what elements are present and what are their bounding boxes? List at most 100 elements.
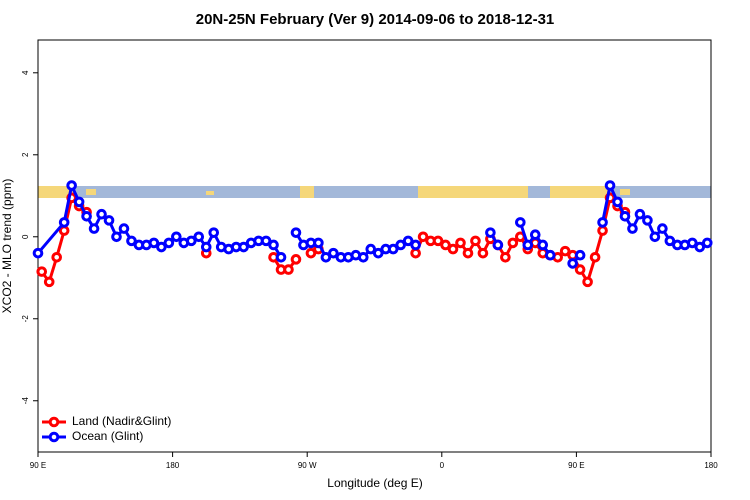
data-point <box>156 241 167 253</box>
data-point <box>58 225 70 236</box>
data-point <box>544 249 556 261</box>
data-point <box>66 180 77 191</box>
y-tick-label: 4 <box>21 70 30 75</box>
data-point <box>305 247 317 259</box>
land-patch <box>620 189 630 195</box>
data-point <box>185 235 197 247</box>
data-point <box>148 237 160 249</box>
legend-label: Ocean (Glint) <box>72 429 143 443</box>
data-point <box>694 241 706 253</box>
land-patch <box>206 191 214 195</box>
land-patch <box>550 186 610 198</box>
y-tick-label: 2 <box>21 152 30 157</box>
land-patch <box>300 186 314 198</box>
data-point <box>470 235 481 247</box>
data-point <box>664 235 676 247</box>
legend-marker <box>48 431 60 443</box>
x-tick-label: 180 <box>704 461 718 470</box>
data-point <box>200 241 212 253</box>
data-point <box>268 239 279 251</box>
y-tick-label: -4 <box>21 397 30 405</box>
data-point <box>387 243 399 255</box>
data-point <box>455 237 466 249</box>
data-point <box>275 251 287 263</box>
data-point <box>58 217 70 228</box>
y-tick-label: 0 <box>21 234 30 239</box>
data-point <box>485 227 496 238</box>
data-point <box>410 239 421 251</box>
data-point <box>320 251 332 263</box>
x-axis-label: Longitude (deg E) <box>327 476 422 490</box>
data-point <box>507 237 519 249</box>
x-tick-label: 0 <box>440 461 445 470</box>
data-point <box>260 235 272 247</box>
data-point <box>365 243 377 255</box>
data-point <box>462 247 474 259</box>
data-point <box>395 239 406 251</box>
data-point <box>582 276 593 288</box>
data-point <box>604 180 616 191</box>
data-point <box>372 247 384 259</box>
data-point <box>410 247 421 259</box>
data-point <box>537 239 549 251</box>
data-point <box>440 239 451 251</box>
data-point <box>597 217 608 228</box>
data-point <box>81 210 92 222</box>
data-point <box>642 215 653 226</box>
data-point <box>567 258 578 269</box>
data-point <box>51 251 62 263</box>
data-point <box>126 235 137 247</box>
data-point <box>32 247 44 259</box>
data-point <box>290 254 302 265</box>
data-point <box>634 208 646 220</box>
data-point <box>417 231 429 243</box>
data-point <box>163 237 175 249</box>
data-point <box>118 223 130 234</box>
data-point <box>238 241 249 253</box>
land-patch <box>38 186 74 198</box>
data-point <box>313 237 324 249</box>
data-point <box>701 237 713 249</box>
data-point <box>687 237 698 249</box>
y-axis-label: XCO2 - MLO trend (ppm) <box>0 179 14 314</box>
data-point <box>612 196 623 208</box>
data-point <box>283 264 294 275</box>
data-point <box>290 227 302 238</box>
x-tick-label: 90 W <box>298 461 317 470</box>
data-point <box>103 215 115 226</box>
x-tick-label: 180 <box>166 461 180 470</box>
data-point <box>447 243 459 255</box>
data-point <box>589 251 601 263</box>
x-tick-label: 90 E <box>30 461 46 470</box>
data-point <box>357 251 369 263</box>
data-point <box>73 196 85 208</box>
data-point <box>627 223 638 234</box>
data-point <box>649 231 661 243</box>
data-point <box>193 231 205 243</box>
data-point <box>559 245 571 257</box>
data-point <box>111 231 122 243</box>
x-tick-label: 90 E <box>568 461 584 470</box>
data-point <box>402 235 414 247</box>
data-point <box>36 266 48 277</box>
data-point <box>500 251 511 263</box>
data-point <box>492 239 504 251</box>
data-point <box>597 225 608 236</box>
data-point <box>515 217 526 228</box>
data-point <box>432 235 444 247</box>
data-point <box>208 227 220 238</box>
data-point <box>522 239 534 251</box>
data-point <box>619 210 631 222</box>
land-patch <box>418 186 528 198</box>
data-point <box>43 276 55 288</box>
data-point <box>171 231 182 243</box>
legend-label: Land (Nadir&Glint) <box>72 414 171 428</box>
legend-marker <box>48 416 60 428</box>
data-point <box>529 229 541 241</box>
data-point <box>574 264 586 275</box>
data-point <box>96 208 107 220</box>
data-point <box>88 223 100 234</box>
y-tick-label: -2 <box>21 315 30 323</box>
